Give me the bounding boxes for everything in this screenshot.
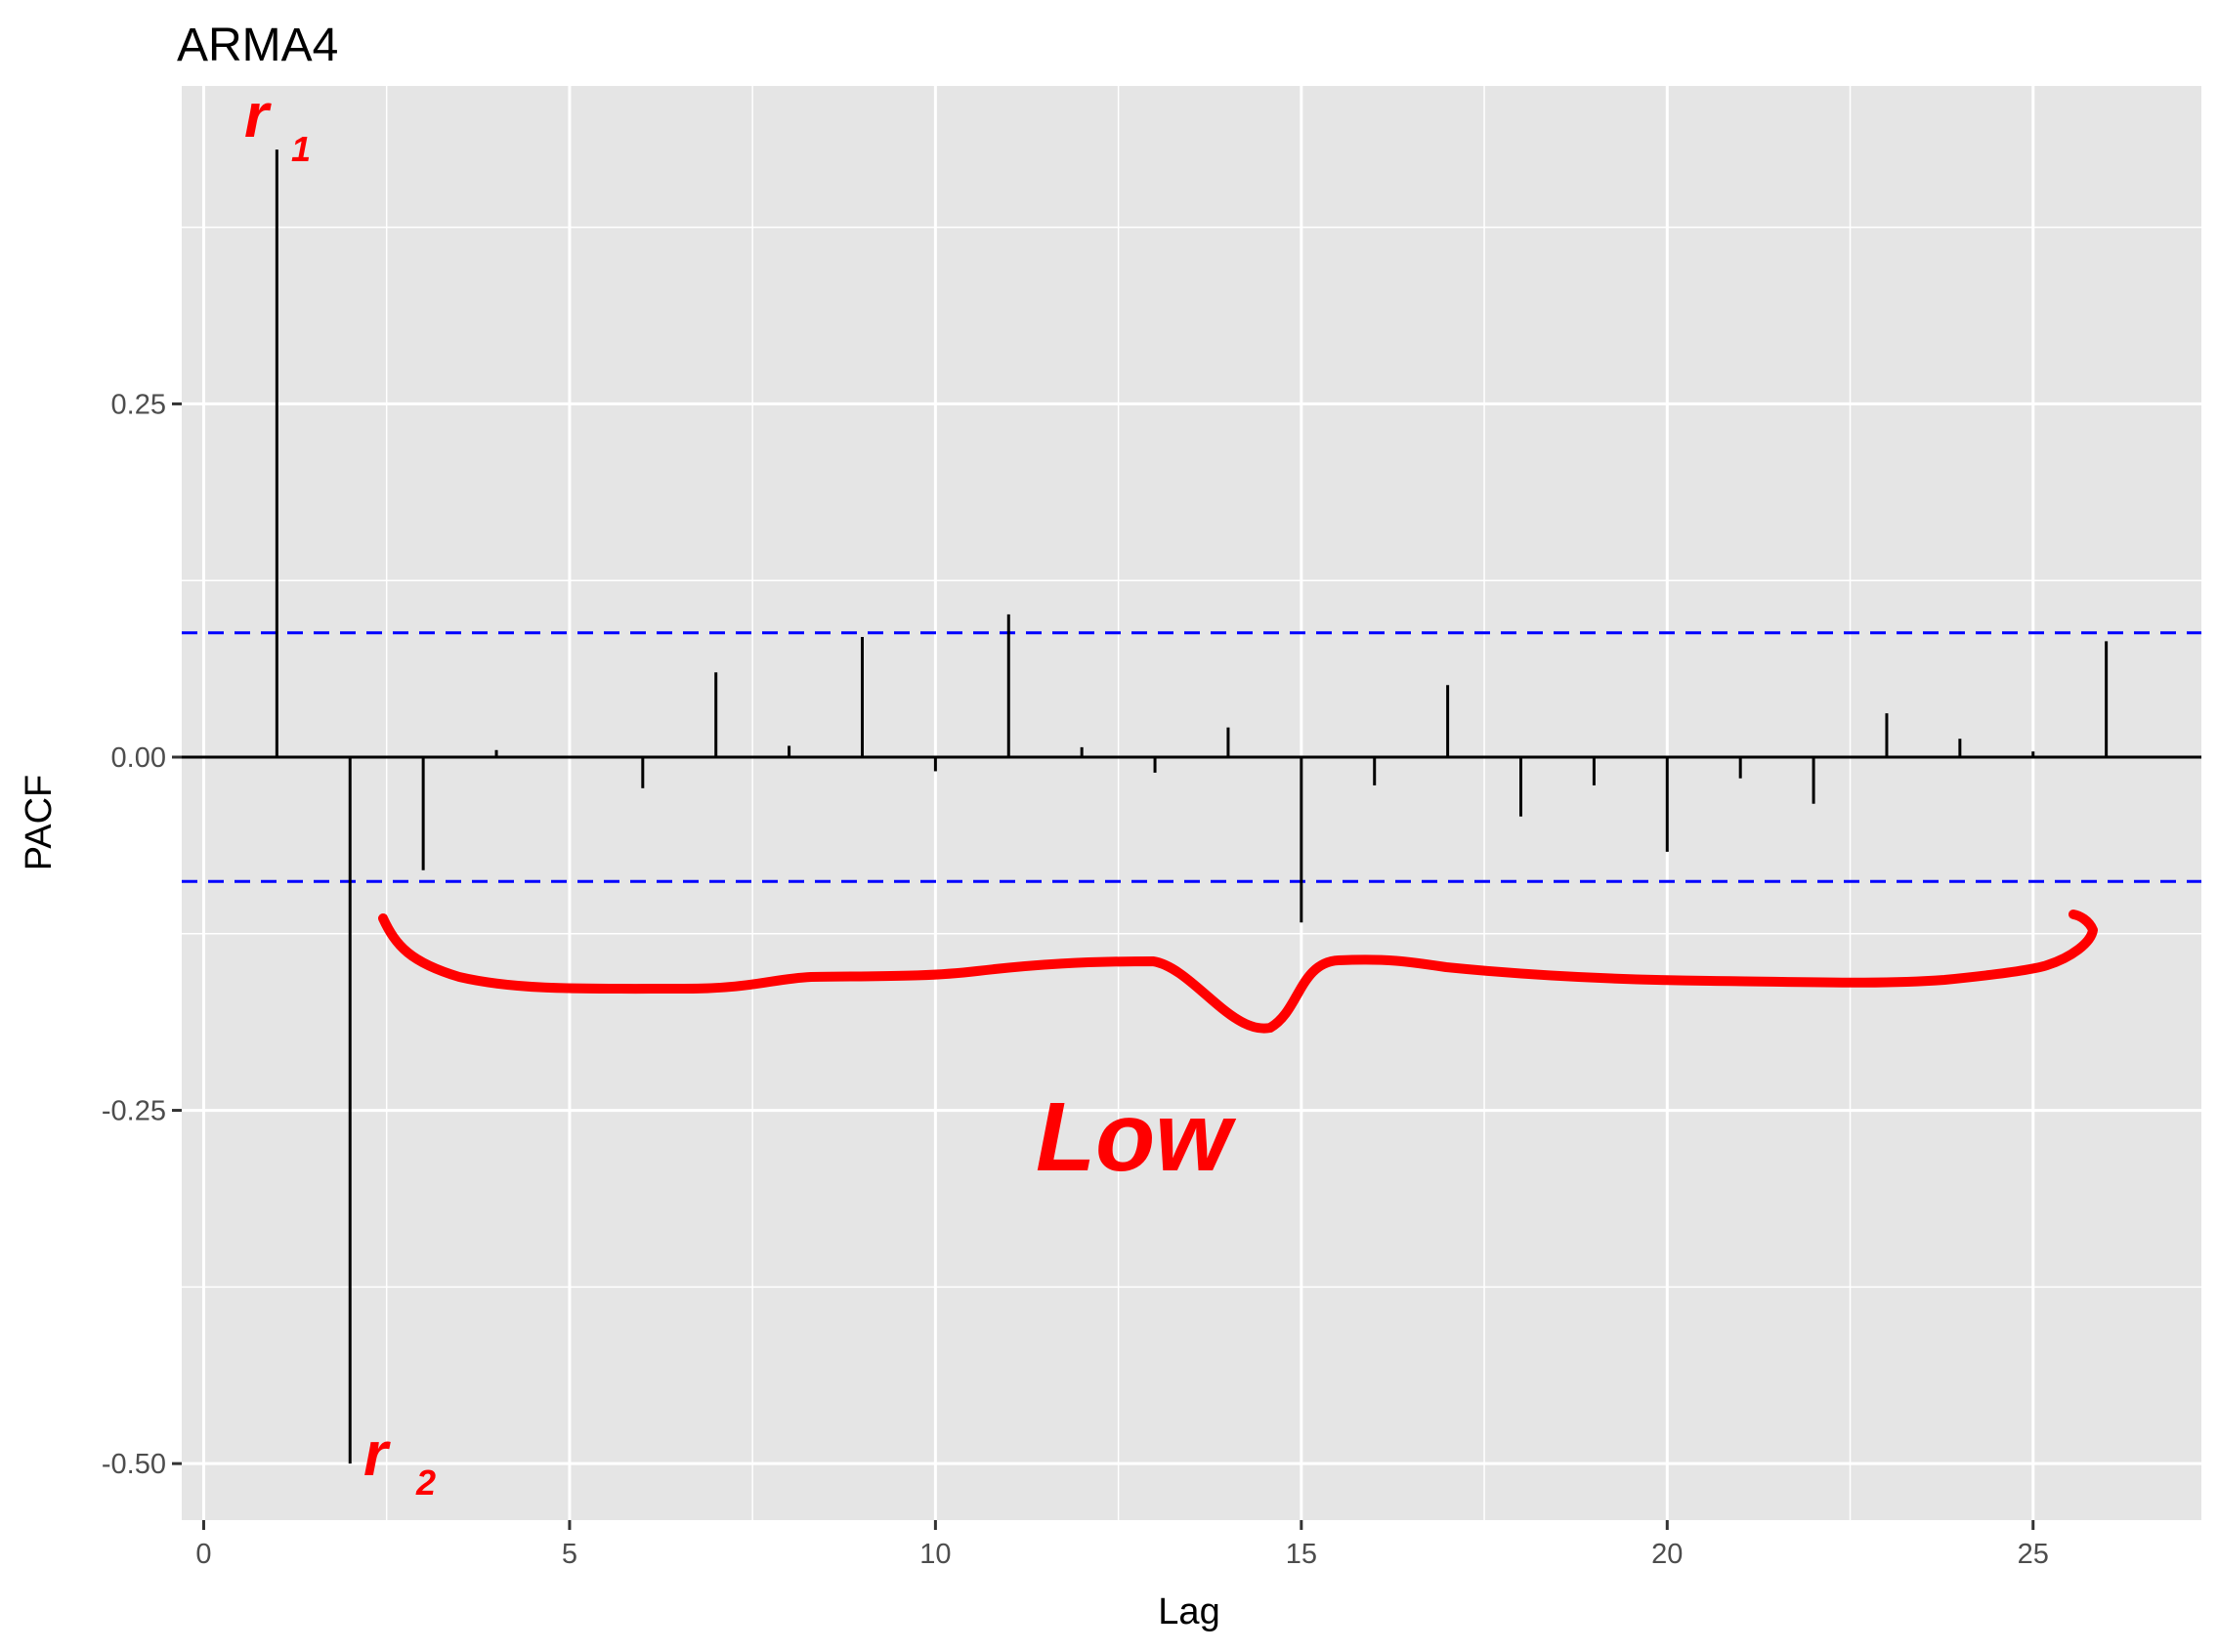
annotation-r1: r 1 (244, 80, 311, 169)
annotation-r1-subscript: 1 (291, 129, 311, 169)
x-tick-label: 15 (1286, 1539, 1317, 1570)
y-axis-label: PACF (19, 775, 60, 871)
x-tick-label: 10 (919, 1539, 951, 1570)
x-tick-label: 20 (1651, 1539, 1683, 1570)
pacf-bars (275, 149, 2109, 1464)
x-tick-label: 25 (2018, 1539, 2049, 1570)
y-tick-label: 0.00 (111, 742, 166, 774)
x-axis-ticks: 0 5 10 15 20 25 (195, 1520, 2049, 1570)
brace-annotation (378, 910, 2098, 1034)
annotation-r2-subscript: 2 (415, 1462, 436, 1503)
x-axis-label: Lag (1158, 1591, 1219, 1632)
y-tick-label: 0.25 (111, 389, 166, 420)
y-tick-label: -0.25 (102, 1096, 166, 1127)
y-tick-label: -0.50 (102, 1449, 166, 1480)
annotation-r1-letter: r (244, 80, 272, 150)
chart-title: ARMA4 (177, 20, 338, 71)
minor-gridlines (182, 86, 2201, 1520)
annotation-r2: r 2 (363, 1419, 436, 1503)
x-tick-label: 0 (195, 1539, 211, 1570)
x-tick-label: 5 (562, 1539, 577, 1570)
annotation-low: Low (1036, 1082, 1237, 1192)
y-axis-ticks: -0.50 -0.25 0.00 0.25 (102, 389, 182, 1480)
annotation-r2-letter: r (363, 1419, 391, 1489)
handwritten-annotations: r 1 r 2 Low (244, 80, 2098, 1503)
plot-panel (182, 86, 2201, 1520)
